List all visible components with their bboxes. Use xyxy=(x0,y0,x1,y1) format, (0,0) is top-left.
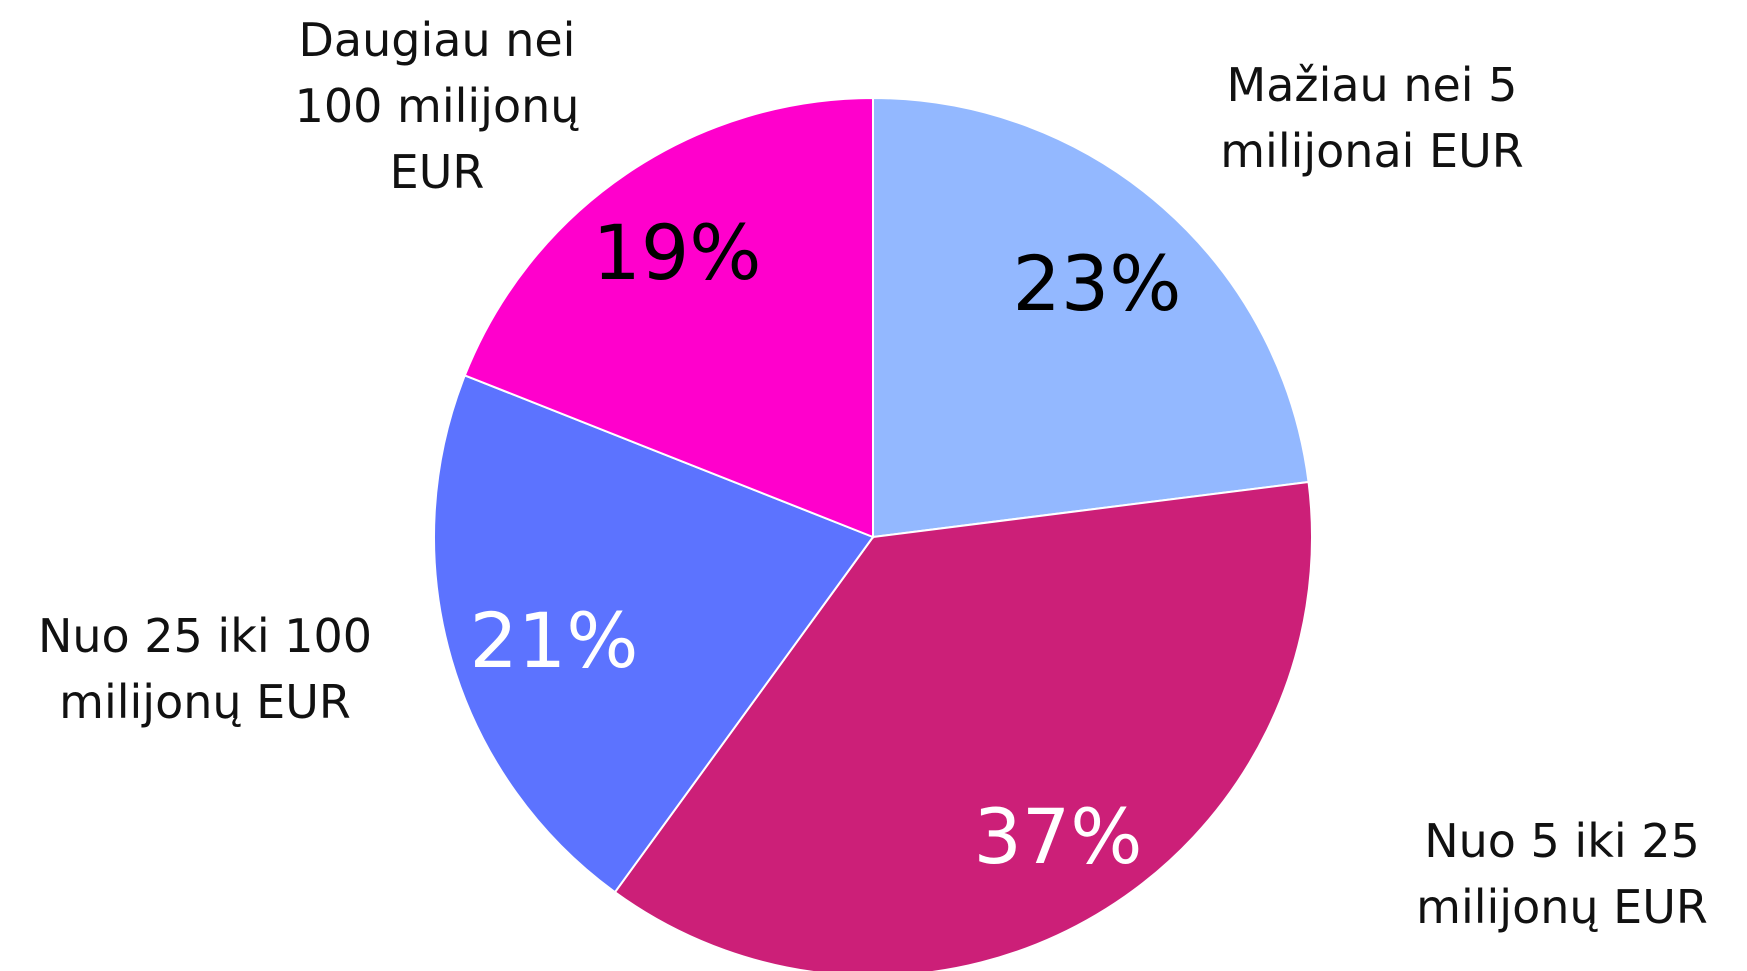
category-label: Mažiau nei 5 milijonai EUR xyxy=(1220,58,1524,178)
pie-slice xyxy=(613,480,1313,971)
value-label: 23% xyxy=(1013,239,1182,328)
pie-slice xyxy=(463,96,874,539)
value-label: 21% xyxy=(470,596,639,685)
category-label: Nuo 5 iki 25 milijonų EUR xyxy=(1416,814,1708,934)
category-label: Nuo 25 iki 100 milijonų EUR xyxy=(37,609,373,729)
value-label: 37% xyxy=(974,792,1143,881)
pie-slice xyxy=(433,374,875,894)
category-label: Daugiau nei 100 milijonų EUR xyxy=(294,13,580,199)
pie-slice xyxy=(872,96,1310,539)
value-label: 19% xyxy=(593,208,762,297)
